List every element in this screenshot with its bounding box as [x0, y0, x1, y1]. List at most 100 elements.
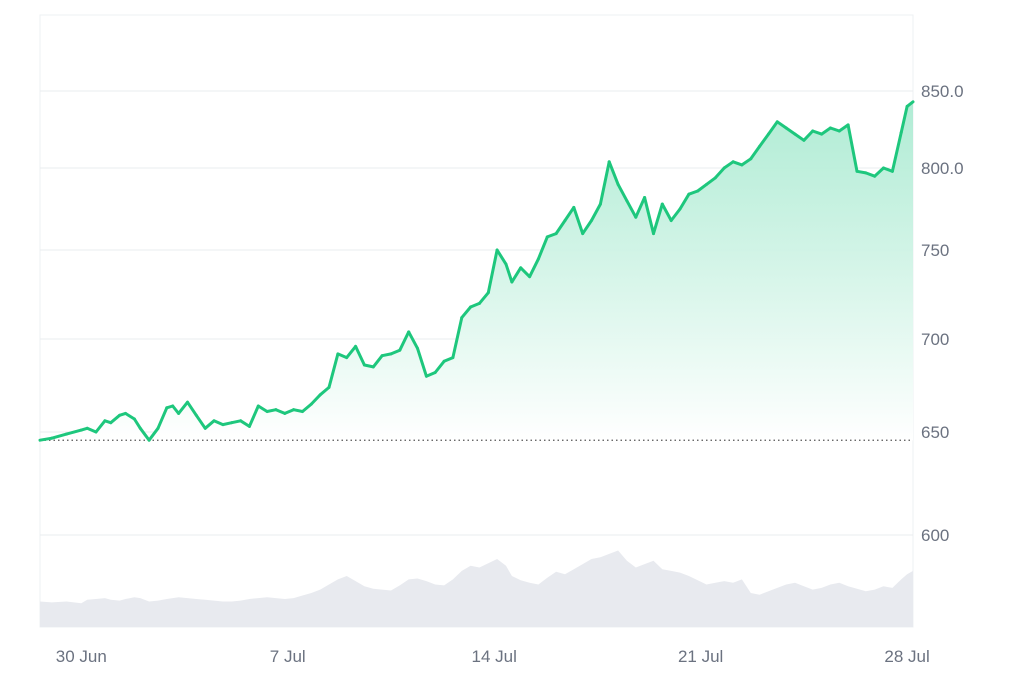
price-line-segment — [793, 132, 806, 142]
price-line-segment — [477, 291, 490, 305]
price-line-segment — [292, 408, 304, 413]
price-line-segment — [171, 404, 181, 415]
price-line-segment — [132, 417, 142, 430]
price-line-segment — [362, 363, 375, 369]
price-line-segment — [212, 419, 225, 427]
price-line-segment — [50, 432, 68, 440]
price-line-segment — [247, 404, 260, 428]
price-line-segment — [65, 428, 83, 436]
price-line-segment — [301, 402, 313, 413]
price-line-segment — [221, 421, 234, 427]
x-axis: 30 Jun 7 Jul 14 Jul 21 Jul 28 Jul — [56, 647, 930, 666]
price-line-segment — [563, 205, 576, 222]
price-line-segment — [85, 426, 98, 434]
price-line-segment — [274, 408, 287, 415]
price-line-segment — [156, 406, 169, 430]
price-line-segment — [138, 426, 151, 442]
price-line-segment — [740, 157, 753, 167]
price-line-segment — [510, 266, 523, 284]
price-line-segment — [318, 385, 331, 397]
price-line-segment — [416, 346, 428, 378]
price-line-segment — [634, 196, 647, 219]
price-line-segment — [451, 316, 464, 360]
price-line-segment — [590, 202, 602, 222]
price-line-segment — [124, 411, 136, 421]
price-line-segment — [309, 393, 322, 406]
price-line-segment — [203, 419, 216, 430]
price-line-segment — [616, 182, 629, 203]
price-line-segment — [230, 419, 243, 425]
price-line-segment — [820, 126, 832, 136]
price-line-segment — [186, 400, 198, 417]
price-line-segment — [890, 131, 903, 173]
y-tick-label: 600 — [921, 526, 949, 545]
price-line-segment — [194, 413, 207, 430]
price-line-segment — [652, 202, 664, 236]
price-line-segment — [705, 176, 717, 186]
price-line-segment — [469, 301, 481, 309]
price-line-segment — [905, 100, 915, 108]
volume-area — [40, 550, 913, 627]
price-line-segment — [407, 330, 419, 350]
x-tick-label: 28 Jul — [884, 647, 929, 666]
price-line-segment — [899, 104, 909, 135]
price-line-segment — [687, 189, 700, 196]
price-line-segment — [380, 352, 393, 358]
price-line-segment — [660, 202, 673, 222]
x-tick-label: 14 Jul — [472, 647, 517, 666]
price-area — [40, 101, 913, 441]
price-line-segment — [442, 356, 455, 363]
price-line-segment — [504, 262, 514, 284]
price-line-segment — [536, 235, 549, 261]
price-line-segment — [643, 196, 655, 236]
price-line-segment — [811, 129, 824, 136]
price-line-segment — [389, 348, 402, 356]
price-line-segment — [722, 160, 735, 170]
price-line-segment — [713, 166, 726, 180]
price-line-segment — [625, 199, 638, 219]
price-line-segment — [460, 305, 473, 320]
price-line-segment — [731, 160, 744, 167]
price-line-segment — [336, 352, 349, 360]
price-line-segment — [371, 354, 384, 369]
price-line-segment — [528, 257, 540, 279]
price-line-segment — [354, 344, 366, 367]
price-line-segment — [147, 426, 160, 442]
price-line-segment — [864, 171, 877, 178]
price-line-segment — [519, 266, 532, 279]
price-line-segment — [345, 344, 358, 360]
price-line-segment — [545, 232, 558, 239]
price-line-segment — [572, 205, 585, 236]
price-line-segment — [607, 160, 620, 186]
price-line-segment — [837, 123, 850, 133]
price-line-segment — [398, 330, 411, 352]
price-line-segment — [882, 166, 894, 173]
price-line-segment — [495, 248, 508, 266]
x-tick-label: 7 Jul — [270, 647, 306, 666]
price-line-segment — [109, 413, 122, 425]
y-tick-label: 850.0 — [921, 82, 964, 101]
price-line-segment — [749, 144, 762, 161]
price-line-segment — [767, 120, 779, 136]
price-line-segment — [177, 400, 189, 415]
price-line-segment — [554, 219, 567, 236]
price-line-segment — [598, 160, 611, 206]
x-tick-label: 30 Jun — [56, 647, 107, 666]
price-line-segment — [784, 126, 797, 136]
price-line-segment — [802, 129, 815, 142]
price-line-segment — [828, 126, 841, 133]
price-line-segment — [256, 404, 269, 413]
price-line-segment — [94, 419, 107, 434]
y-tick-label: 800.0 — [921, 159, 964, 178]
line-layer — [38, 100, 915, 442]
y-axis: 850.0 800.0 750 700 650 600 — [921, 82, 964, 545]
price-line-segment — [239, 419, 251, 428]
price-line-segment — [424, 371, 437, 378]
price-line-segment — [775, 120, 788, 130]
price-line-segment — [758, 132, 770, 148]
area-layer — [40, 101, 913, 441]
y-tick-label: 700 — [921, 330, 949, 349]
price-line-segment — [846, 123, 859, 173]
price-line-segment — [678, 192, 691, 211]
